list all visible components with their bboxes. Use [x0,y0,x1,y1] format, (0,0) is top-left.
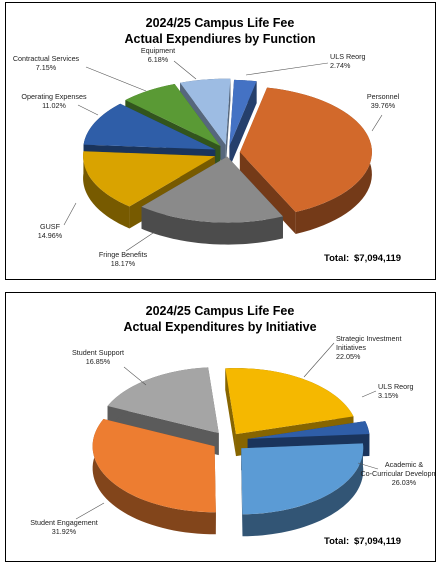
slice-label: Equipment [141,46,175,55]
total-label: Total: [324,536,349,547]
total-value: $7,094,119 [354,536,401,547]
slice-percent-label: 39.76% [371,101,396,110]
slice-label: Personnel [367,92,400,101]
slice-label: Student Engagement [30,518,98,527]
total-label: Total: [324,253,349,264]
label-leader-line [75,502,105,520]
label-leader-line [85,66,147,92]
label-leader-line [173,60,197,80]
chart-title: 2024/25 Campus Life Fee [146,304,295,318]
pie-chart-by-initiative: 2024/25 Campus Life Fee Actual Expenditu… [30,304,435,547]
slice-percent-label: 7.15% [36,63,57,72]
pie-slice [229,79,257,168]
slice-percent-label: 26.03% [392,478,417,487]
slice-label: Strategic Investment [336,334,402,343]
slice-label: Academic & [385,460,424,469]
pie-chart-by-function: 2024/25 Campus Life Fee Actual Expendiur… [13,16,401,268]
slice-percent-label: 14.96% [38,231,63,240]
chart-subtitle: Actual Expendiures by Function [125,32,316,46]
slice-label: Initiatives [336,343,366,352]
slice-percent-label: 22.05% [336,352,361,361]
slice-label: GUSF [40,222,61,231]
slice-label: Operating Expenses [21,92,87,101]
label-leader-line [77,104,99,116]
label-leader-line [371,114,383,132]
chart-panel-by-function: 2024/25 Campus Life Fee Actual Expendiur… [5,2,436,280]
slice-label: ULS Reorg [378,382,414,391]
slice-percent-label: 18.17% [111,259,136,268]
slice-percent-label: 16.85% [86,357,111,366]
label-leader-line [123,366,147,386]
slice-percent-label: 2.74% [330,61,351,70]
slice-percent-label: 31.92% [52,527,77,536]
label-leader-line [303,342,335,378]
chart-panel-by-initiative: 2024/25 Campus Life Fee Actual Expenditu… [5,292,436,562]
pie-slice [92,419,216,535]
chart-title: 2024/25 Campus Life Fee [146,16,295,30]
chart-subtitle: Actual Expenditures by Initiative [123,320,316,334]
slice-label: Fringe Benefits [99,250,148,259]
label-leader-line [245,62,329,76]
slice-label: Co-Curricular Development [360,469,435,478]
label-leader-line [63,202,77,226]
pie-slice [241,443,364,537]
slice-percent-label: 6.18% [148,55,169,64]
slice-percent-label: 11.02% [42,101,66,110]
slice-label: Contractual Services [13,54,80,63]
label-leader-line [125,230,157,252]
pie-slice [239,87,372,235]
slice-percent-label: 3.15% [378,391,399,400]
total-value: $7,094,119 [354,253,401,264]
label-leader-line [357,462,379,470]
slice-label: Student Support [72,348,124,357]
label-leader-line [361,390,377,398]
pie-slice [141,156,283,245]
slice-label: ULS Reorg [330,52,366,61]
